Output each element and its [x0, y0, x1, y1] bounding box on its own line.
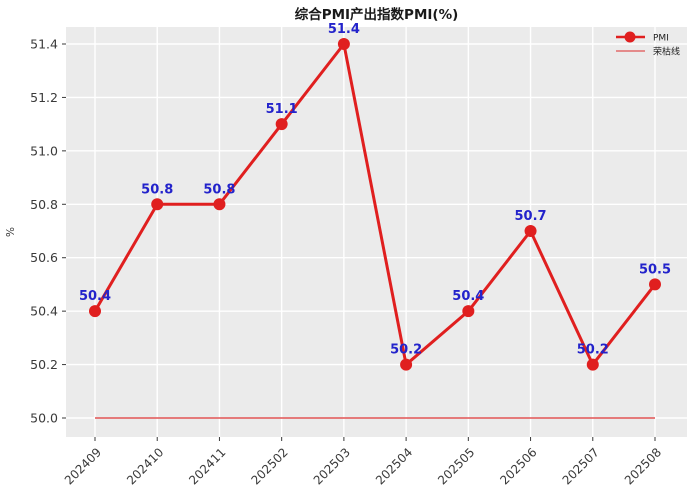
x-tick-label: 202409 — [62, 445, 104, 487]
pmi-value-label: 50.8 — [203, 182, 235, 197]
legend-breakeven-label: 荣枯线 — [653, 46, 680, 58]
pmi-line — [93, 42, 657, 367]
pmi-marker — [213, 198, 226, 211]
pmi-value-label: 50.2 — [390, 343, 422, 358]
x-tick-label: 202410 — [124, 445, 166, 487]
chart-title: 综合PMI产出指数PMI(%) — [295, 6, 459, 23]
pmi-value-label: 50.4 — [79, 289, 111, 304]
x-tick-label: 202411 — [186, 445, 228, 487]
pmi-value-label: 50.4 — [452, 289, 484, 304]
legend-pmi-label: PMI — [653, 34, 669, 44]
y-tick-label: 51.2 — [30, 90, 58, 105]
pmi-marker — [649, 278, 661, 291]
pmi-marker — [89, 305, 101, 318]
x-tick-label: 202507 — [560, 445, 602, 487]
legend-pmi-marker-icon — [624, 31, 636, 43]
x-tick-label: 202504 — [373, 445, 415, 487]
x-tick-label: 202508 — [622, 445, 664, 487]
x-tick-label: 202505 — [435, 445, 477, 487]
pmi-value-label: 50.2 — [577, 343, 609, 358]
pmi-value-label: 50.5 — [639, 262, 671, 277]
pmi-value-label: 50.8 — [141, 182, 173, 197]
pmi-marker — [151, 198, 164, 211]
pmi-value-label: 51.4 — [328, 22, 360, 37]
pmi-value-label: 51.1 — [266, 102, 298, 117]
pmi-marker — [400, 358, 413, 371]
y-tick-label: 50.4 — [30, 304, 58, 319]
pmi-marker — [524, 225, 537, 237]
pmi-marker — [462, 305, 475, 318]
y-tick-label: 50.6 — [30, 250, 58, 265]
y-tick-label: 50.0 — [30, 411, 58, 426]
x-tick-label: 202502 — [248, 445, 290, 487]
plot-area — [66, 27, 687, 437]
pmi-marker — [337, 38, 350, 50]
pmi-value-label: 50.7 — [515, 209, 547, 224]
y-tick-label: 50.2 — [30, 357, 58, 372]
pmi-marker — [586, 358, 599, 371]
x-tick-label: 202503 — [311, 445, 353, 487]
y-tick-label: 50.8 — [30, 197, 58, 212]
y-tick-label: 51.4 — [30, 37, 58, 52]
y-axis-label: % — [5, 227, 17, 237]
x-tick-label: 202506 — [497, 445, 539, 487]
y-tick-label: 51.0 — [30, 143, 58, 158]
pmi-marker — [275, 118, 288, 131]
